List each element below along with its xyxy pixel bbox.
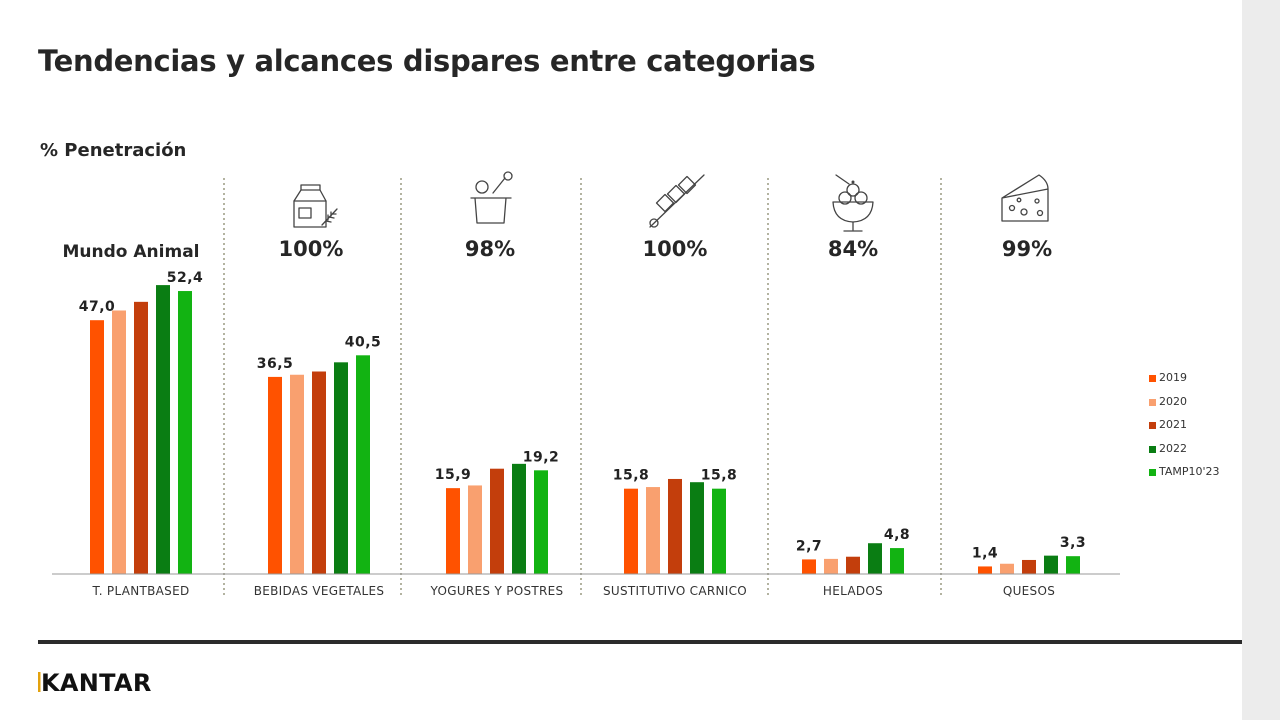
bar-tamp10-23 — [178, 291, 192, 574]
bar-2021 — [490, 469, 504, 574]
bar-2019 — [90, 320, 104, 574]
legend-swatch — [1149, 375, 1156, 382]
ice-cream-icon — [833, 175, 873, 231]
bar-chart: Mundo Animal 100% 98% 100% 84% 99% 47,0 52,4 3… — [0, 0, 1240, 640]
category-percentage: 100% — [643, 237, 708, 261]
bar-2021 — [846, 557, 860, 574]
bar-tamp10-23 — [534, 470, 548, 574]
bar-2021 — [1022, 560, 1036, 574]
bar-2022 — [1044, 556, 1058, 574]
data-label: 15,8 — [613, 468, 650, 484]
data-label: 47,0 — [79, 299, 116, 315]
bar-2022 — [512, 464, 526, 574]
milk-carton-icon — [294, 185, 337, 227]
side-panel — [1242, 0, 1280, 720]
legend-label: TAMP10'23 — [1159, 465, 1220, 478]
legend-label: 2020 — [1159, 395, 1187, 408]
bar-2022 — [334, 362, 348, 574]
legend-swatch — [1149, 446, 1156, 453]
bar-2019 — [624, 489, 638, 574]
category-percentage: 99% — [1002, 237, 1052, 261]
data-label: 36,5 — [257, 356, 294, 372]
bar-2022 — [868, 543, 882, 574]
kantar-logo: KANTAR — [38, 668, 168, 696]
legend-label: 2022 — [1159, 442, 1187, 455]
bar-tamp10-23 — [712, 489, 726, 574]
data-label: 4,8 — [884, 527, 910, 543]
bar-tamp10-23 — [890, 548, 904, 574]
bar-2019 — [446, 488, 460, 574]
category-labels: T. PLANTBASED BEBIDAS VEGETALES YOGURES Y … — [91, 584, 1055, 598]
category-percentage: 100% — [279, 237, 344, 261]
panel-header-mundo-animal: Mundo Animal — [63, 242, 200, 262]
cheese-icon — [1002, 175, 1048, 221]
bars — [90, 285, 1080, 574]
category-percentages: 100% 98% 100% 84% 99% — [279, 237, 1053, 261]
data-label: 40,5 — [345, 334, 382, 350]
legend-swatch — [1149, 469, 1156, 476]
data-label: 2,7 — [796, 538, 822, 554]
data-label: 52,4 — [167, 270, 204, 286]
data-label: 1,4 — [972, 545, 998, 561]
bar-2019 — [268, 377, 282, 574]
category-label: HELADOS — [823, 584, 883, 598]
footer-divider — [38, 640, 1242, 644]
category-percentage: 84% — [828, 237, 878, 261]
legend-label: 2019 — [1159, 371, 1187, 384]
category-label: BEBIDAS VEGETALES — [254, 584, 385, 598]
bar-2020 — [1000, 564, 1014, 574]
bar-2021 — [668, 479, 682, 574]
category-label: T. PLANTBASED — [91, 584, 189, 598]
data-label: 15,8 — [701, 468, 738, 484]
bar-2022 — [156, 285, 170, 574]
bar-tamp10-23 — [1066, 556, 1080, 574]
bar-2019 — [978, 566, 992, 574]
bar-2019 — [802, 559, 816, 574]
bar-2020 — [824, 559, 838, 574]
category-icons — [294, 172, 1048, 231]
legend-label: 2021 — [1159, 418, 1187, 431]
data-labels: 47,0 52,4 36,5 40,5 15,9 19,2 15,8 15,8 2,7 4,8 1,… — [79, 270, 1086, 561]
logo-wordmark: KANTAR — [41, 669, 152, 696]
category-percentage: 98% — [465, 237, 515, 261]
legend-swatch — [1149, 399, 1156, 406]
bar-2020 — [290, 375, 304, 574]
bar-2021 — [312, 372, 326, 575]
bar-2020 — [112, 310, 126, 574]
category-label: YOGURES Y POSTRES — [430, 584, 564, 598]
bar-tamp10-23 — [356, 355, 370, 574]
category-label: QUESOS — [1003, 584, 1055, 598]
yogurt-cup-icon — [471, 172, 512, 223]
bar-2020 — [468, 485, 482, 574]
data-label: 19,2 — [523, 449, 560, 465]
bar-2021 — [134, 302, 148, 574]
bar-2022 — [690, 482, 704, 574]
legend-swatch — [1149, 422, 1156, 429]
skewer-icon — [650, 175, 704, 227]
data-label: 3,3 — [1060, 535, 1086, 551]
category-label: SUSTITUTIVO CARNICO — [603, 584, 747, 598]
bar-2020 — [646, 487, 660, 574]
data-label: 15,9 — [435, 467, 472, 483]
